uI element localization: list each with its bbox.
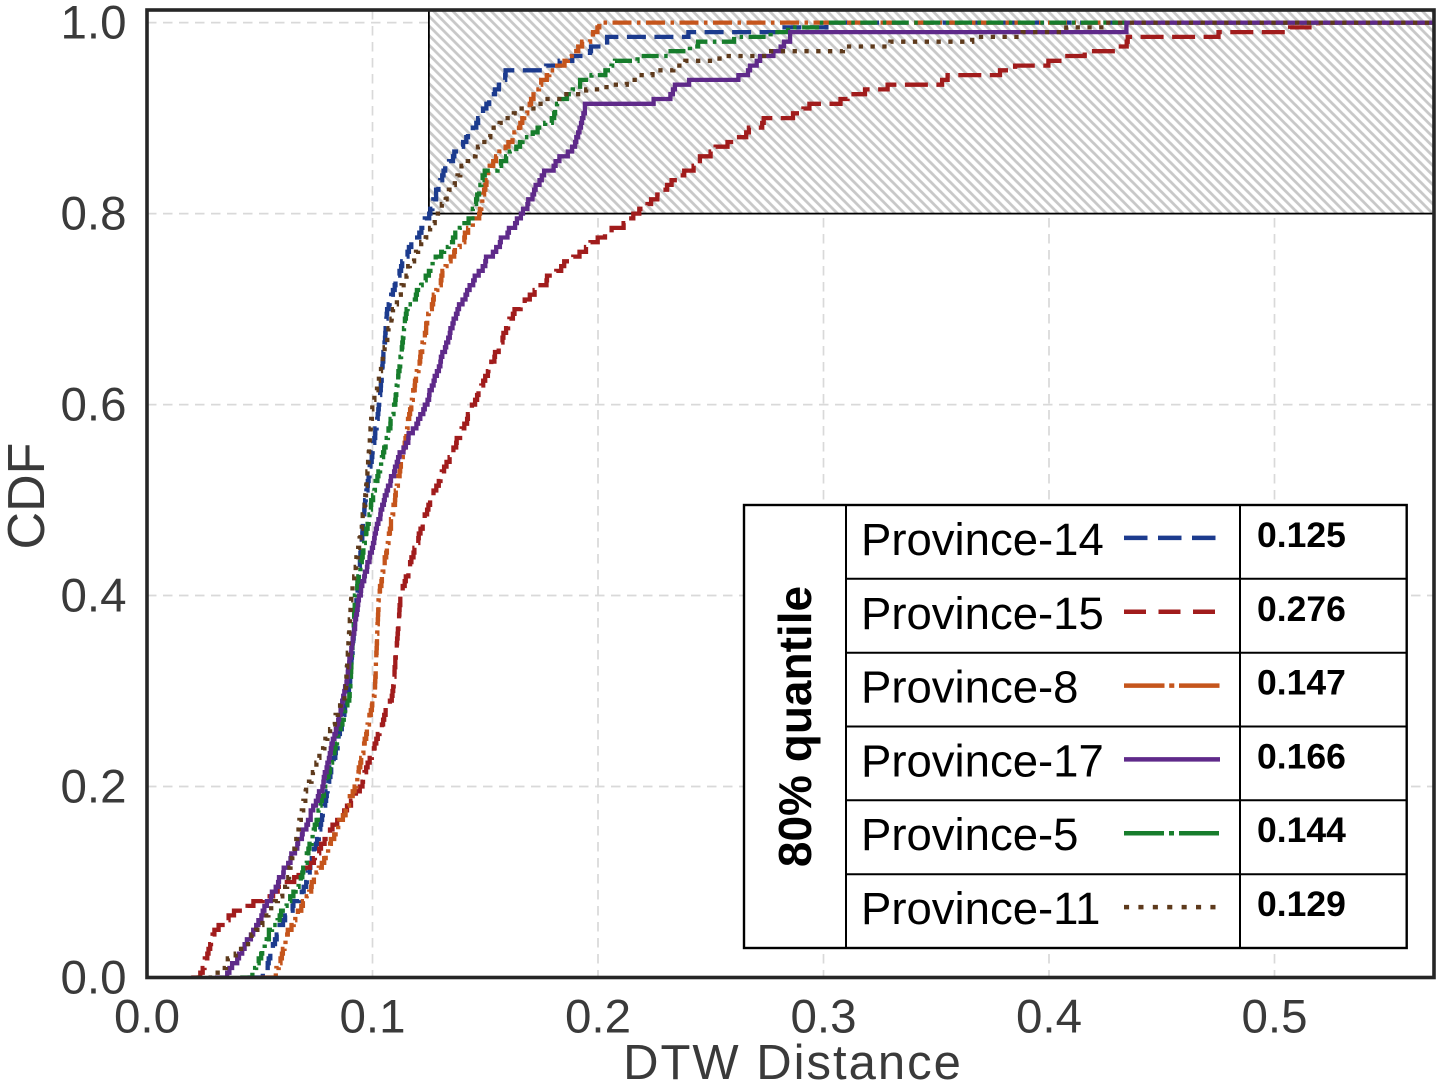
- svg-text:0.2: 0.2: [565, 991, 631, 1044]
- svg-text:Province-11: Province-11: [861, 883, 1100, 934]
- svg-text:0.1: 0.1: [339, 991, 405, 1044]
- svg-text:0.0: 0.0: [60, 952, 126, 1005]
- svg-text:0.144: 0.144: [1257, 810, 1346, 850]
- svg-text:0.8: 0.8: [60, 188, 126, 241]
- svg-text:Province-14: Province-14: [861, 514, 1104, 565]
- svg-text:0.125: 0.125: [1257, 515, 1346, 555]
- svg-text:0.5: 0.5: [1241, 991, 1307, 1044]
- svg-text:0.0: 0.0: [114, 991, 180, 1044]
- svg-text:0.4: 0.4: [60, 570, 126, 623]
- svg-text:0.166: 0.166: [1257, 736, 1346, 776]
- svg-text:Province-15: Province-15: [861, 588, 1104, 639]
- svg-text:1.0: 1.0: [60, 0, 126, 50]
- svg-text:0.2: 0.2: [60, 761, 126, 814]
- svg-text:Province-17: Province-17: [861, 735, 1104, 786]
- svg-text:CDF: CDF: [0, 443, 56, 550]
- svg-text:Province-5: Province-5: [861, 809, 1078, 860]
- svg-text:80% quantile: 80% quantile: [769, 586, 821, 867]
- svg-text:0.6: 0.6: [60, 379, 126, 432]
- svg-text:Province-8: Province-8: [861, 662, 1078, 713]
- svg-text:0.4: 0.4: [1016, 991, 1082, 1044]
- svg-text:0.3: 0.3: [790, 991, 856, 1044]
- svg-text:DTW Distance: DTW Distance: [623, 1036, 963, 1090]
- svg-text:0.129: 0.129: [1257, 884, 1346, 924]
- svg-text:0.147: 0.147: [1257, 663, 1346, 703]
- svg-text:0.276: 0.276: [1257, 589, 1346, 629]
